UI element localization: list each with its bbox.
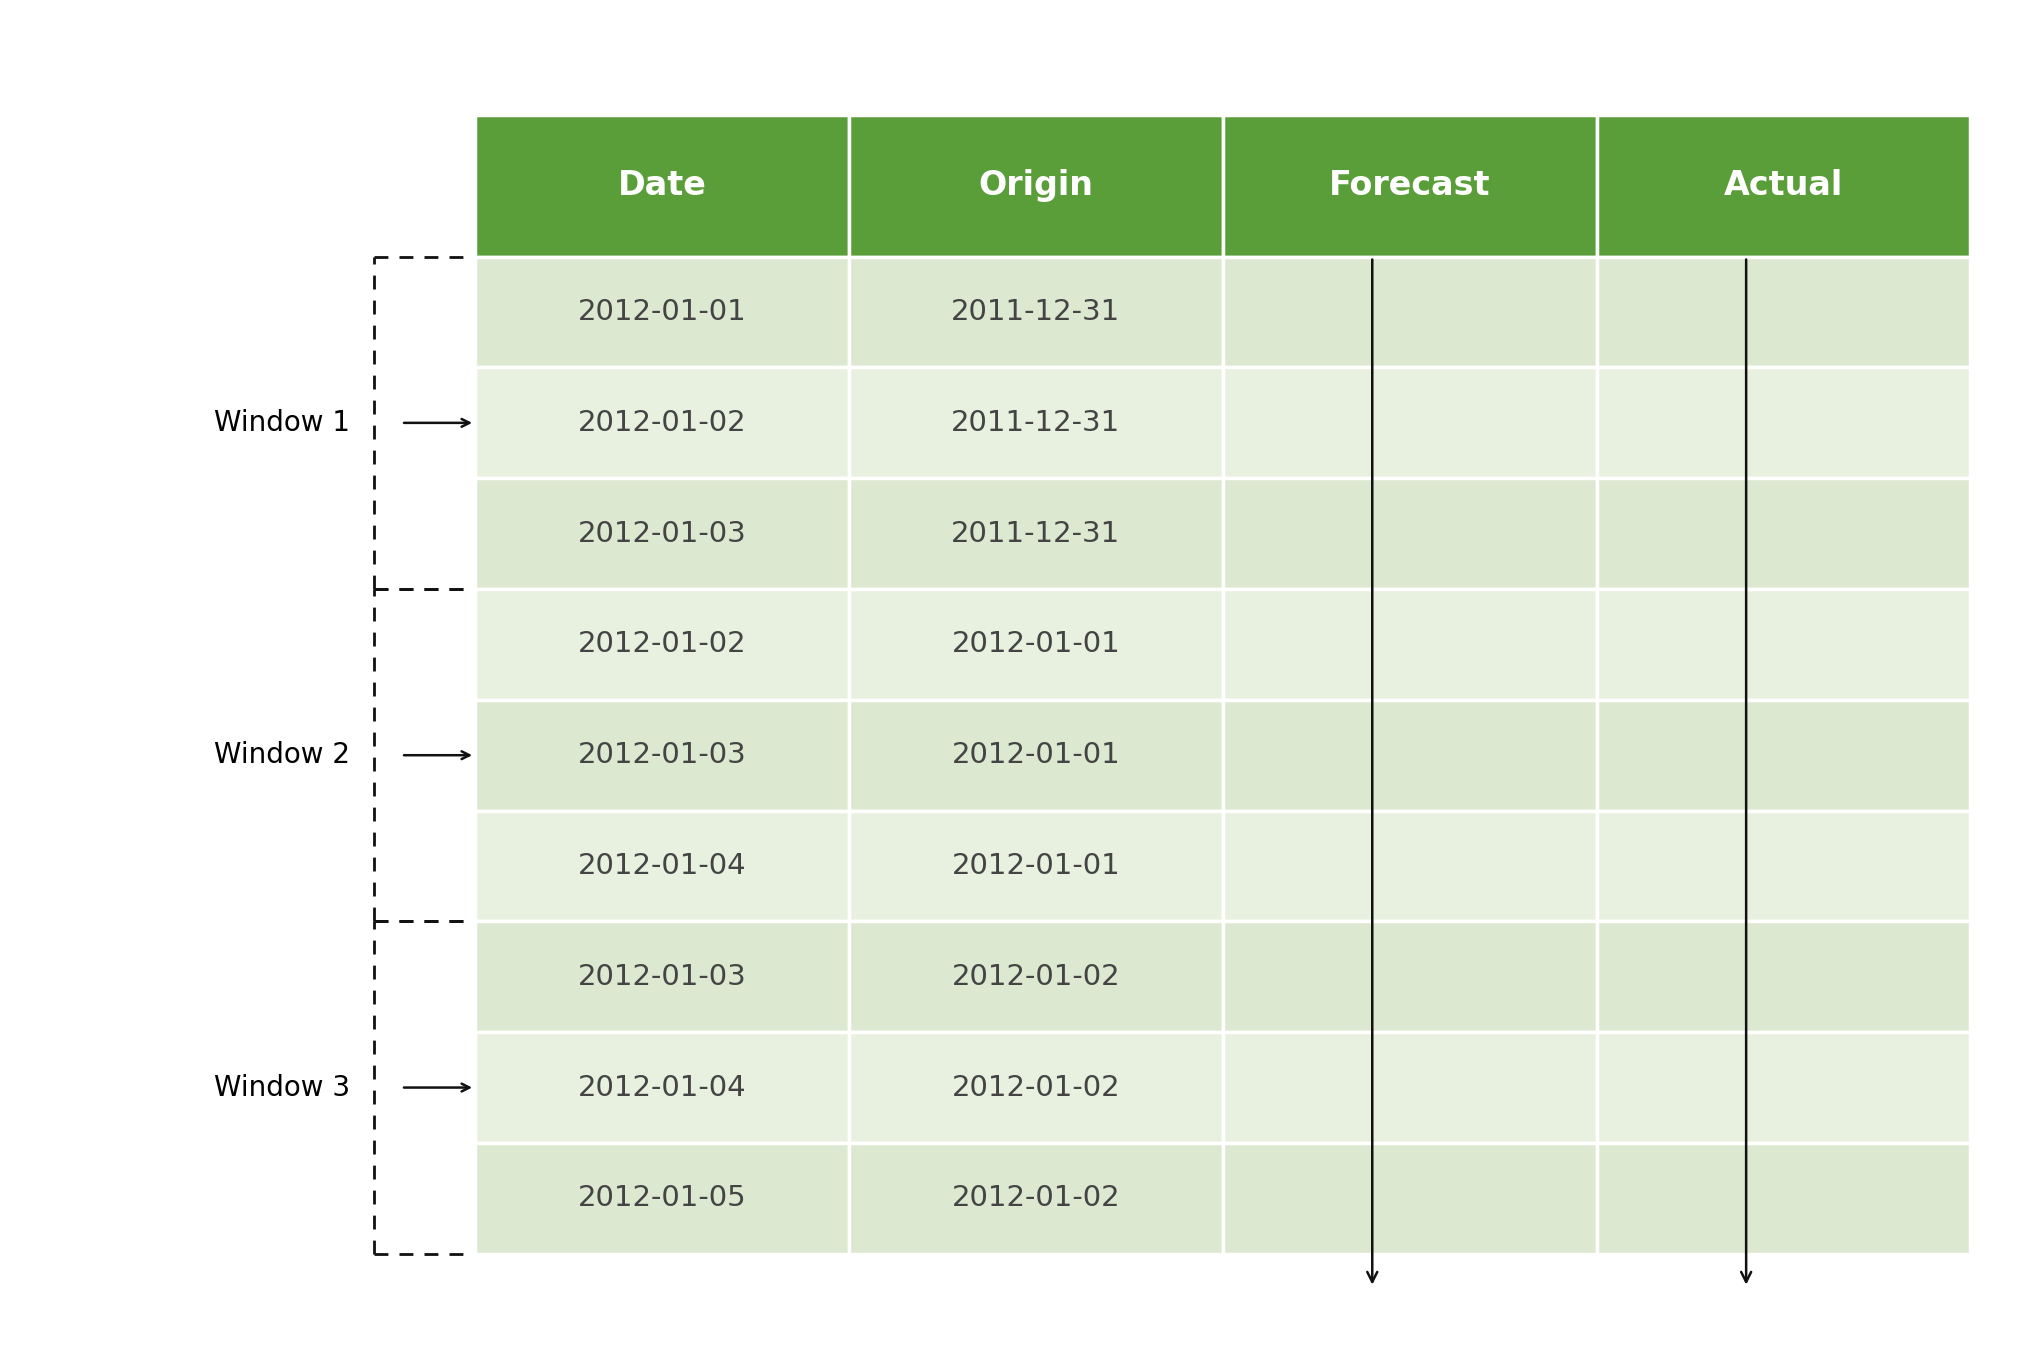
Bar <box>1597 811 1970 921</box>
Text: Window 1: Window 1 <box>214 409 350 436</box>
Bar <box>1597 1143 1970 1254</box>
Text: 2011-12-31: 2011-12-31 <box>952 409 1120 436</box>
Bar <box>849 257 1223 367</box>
Text: Forecast: Forecast <box>1330 169 1489 203</box>
Bar <box>475 1143 849 1254</box>
Bar <box>475 811 849 921</box>
Bar <box>849 478 1223 589</box>
Bar <box>1223 367 1597 478</box>
Text: 2012-01-05: 2012-01-05 <box>578 1185 746 1212</box>
Bar <box>1223 700 1597 811</box>
Bar <box>475 700 849 811</box>
Bar <box>1597 921 1970 1032</box>
Bar <box>849 1143 1223 1254</box>
Text: Origin: Origin <box>978 169 1093 203</box>
Text: 2012-01-01: 2012-01-01 <box>952 631 1120 658</box>
Bar <box>1223 1032 1597 1143</box>
Text: 2012-01-02: 2012-01-02 <box>578 409 746 436</box>
Bar <box>849 921 1223 1032</box>
Text: Window 2: Window 2 <box>214 742 350 769</box>
Bar <box>849 700 1223 811</box>
Text: 2012-01-02: 2012-01-02 <box>952 1074 1120 1101</box>
Bar <box>849 811 1223 921</box>
Bar <box>475 921 849 1032</box>
Bar <box>475 1032 849 1143</box>
Bar <box>1597 478 1970 589</box>
Text: Window 3: Window 3 <box>214 1074 350 1101</box>
Bar <box>1597 700 1970 811</box>
Text: 2012-01-03: 2012-01-03 <box>578 963 746 990</box>
Bar <box>475 367 849 478</box>
Bar <box>849 367 1223 478</box>
Bar <box>1597 589 1970 700</box>
Bar <box>1223 478 1597 589</box>
Bar <box>1597 115 1970 257</box>
Text: 2012-01-04: 2012-01-04 <box>578 1074 746 1101</box>
Text: 2012-01-01: 2012-01-01 <box>952 852 1120 880</box>
Text: Date: Date <box>618 169 705 203</box>
Text: 2011-12-31: 2011-12-31 <box>952 520 1120 547</box>
Bar <box>1223 811 1597 921</box>
Bar <box>849 1032 1223 1143</box>
Text: 2012-01-04: 2012-01-04 <box>578 852 746 880</box>
Bar <box>1223 589 1597 700</box>
Bar <box>475 257 849 367</box>
Bar <box>1597 257 1970 367</box>
Text: 2012-01-03: 2012-01-03 <box>578 742 746 769</box>
Bar <box>1223 921 1597 1032</box>
Bar <box>475 478 849 589</box>
Bar <box>1223 1143 1597 1254</box>
Text: 2012-01-01: 2012-01-01 <box>578 299 746 326</box>
Bar <box>475 115 849 257</box>
Text: 2012-01-02: 2012-01-02 <box>952 963 1120 990</box>
Text: 2012-01-01: 2012-01-01 <box>952 742 1120 769</box>
Bar <box>1223 257 1597 367</box>
Text: Actual: Actual <box>1724 169 1843 203</box>
Text: 2012-01-03: 2012-01-03 <box>578 520 746 547</box>
Text: 2012-01-02: 2012-01-02 <box>578 631 746 658</box>
Bar <box>1223 115 1597 257</box>
Text: 2012-01-02: 2012-01-02 <box>952 1185 1120 1212</box>
Bar <box>475 589 849 700</box>
Bar <box>849 589 1223 700</box>
Bar <box>1597 367 1970 478</box>
Bar <box>1597 1032 1970 1143</box>
Text: 2011-12-31: 2011-12-31 <box>952 299 1120 326</box>
Bar <box>849 115 1223 257</box>
